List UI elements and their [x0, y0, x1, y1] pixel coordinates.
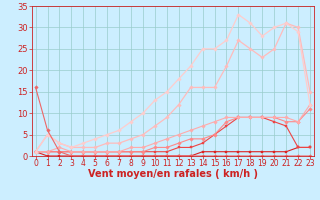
- X-axis label: Vent moyen/en rafales ( km/h ): Vent moyen/en rafales ( km/h ): [88, 169, 258, 179]
